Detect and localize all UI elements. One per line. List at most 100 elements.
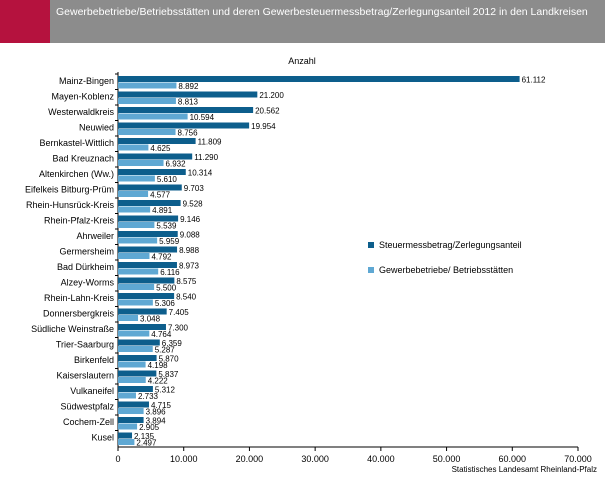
data-label: 7.405	[169, 308, 190, 317]
bar-gewerbebetriebe	[118, 237, 158, 244]
bar-steuermessbetrag	[118, 417, 144, 423]
header-bar: Gewerbebetriebe/Betriebsstätten und dere…	[0, 0, 605, 43]
data-label: 5.959	[159, 237, 180, 246]
data-label: 5.870	[159, 355, 180, 364]
x-tick-label: 50.000	[433, 454, 461, 464]
data-label: 8.988	[179, 246, 200, 255]
data-label: 5.539	[156, 222, 177, 231]
bar-gewerbebetriebe	[118, 191, 149, 197]
data-label: 9.146	[180, 215, 201, 224]
data-label: 11.809	[198, 138, 222, 147]
bar-steuermessbetrag	[118, 277, 175, 284]
category-label: Trier-Saarburg	[56, 340, 114, 350]
data-label: 6.359	[162, 339, 183, 348]
data-label: 2.135	[134, 432, 155, 441]
bar-gewerbebetriebe	[118, 129, 176, 135]
bar-steuermessbetrag	[118, 246, 178, 253]
bar-gewerbebetriebe	[118, 98, 176, 104]
data-label: 8.892	[178, 82, 199, 91]
category-label: Mayen-Koblenz	[51, 92, 114, 102]
bar-steuermessbetrag	[118, 138, 196, 144]
category-label: Eifelkeis Bitburg-Prüm	[25, 185, 114, 195]
bar-gewerbebetriebe	[118, 175, 155, 182]
bar-gewerbebetriebe	[118, 408, 144, 414]
bar-gewerbebetriebe	[118, 330, 150, 337]
data-label: 4.764	[151, 330, 172, 339]
category-label: Kusel	[91, 433, 114, 443]
x-tick-label: 10.000	[170, 454, 198, 464]
category-label: Westerwaldkreis	[48, 107, 114, 117]
data-label: 5.610	[157, 175, 178, 184]
bar-gewerbebetriebe	[118, 253, 150, 259]
data-label: 5.287	[155, 346, 176, 355]
bar-steuermessbetrag	[118, 76, 520, 82]
legend: Steuermessbetrag/Zerlegungsanteil Gewerbe…	[368, 240, 522, 275]
legend-swatch	[368, 267, 374, 273]
bar-gewerbebetriebe	[118, 206, 151, 213]
data-label: 9.703	[184, 184, 205, 193]
bar-steuermessbetrag	[118, 231, 178, 237]
bar-steuermessbetrag	[118, 122, 250, 129]
category-label: Birkenfeld	[74, 355, 114, 365]
bar-gewerbebetriebe	[118, 268, 159, 275]
data-label: 8.756	[178, 129, 199, 138]
data-label: 7.300	[168, 324, 189, 333]
bar-gewerbebetriebe	[118, 361, 146, 368]
data-label: 5.837	[158, 370, 179, 379]
category-label: Bernkastel-Wittlich	[39, 138, 114, 148]
bar-steuermessbetrag	[118, 370, 157, 377]
bar-steuermessbetrag	[118, 355, 157, 361]
data-label: 3.896	[146, 408, 167, 417]
data-label: 6.932	[166, 160, 187, 169]
x-ticks: 0 10.000 20.000 30.000 40.000 50.000 60.000 70.…	[115, 447, 592, 464]
header-accent	[0, 0, 50, 43]
category-label: Alzey-Worms	[61, 278, 115, 288]
bar-steuermessbetrag	[118, 91, 258, 98]
bar-steuermessbetrag	[118, 293, 175, 299]
data-label: 19.954	[251, 122, 276, 131]
legend-label: Gewerbebetriebe/ Betriebsstätten	[379, 265, 513, 275]
category-label: Rhein-Pfalz-Kreis	[44, 216, 115, 226]
category-label: Germersheim	[59, 247, 114, 257]
category-label: Neuwied	[79, 123, 114, 133]
bar-gewerbebetriebe	[118, 222, 155, 228]
bar-gewerbebetriebe	[118, 160, 164, 166]
data-label: 4.792	[151, 253, 172, 262]
data-label: 2.497	[136, 439, 157, 448]
data-label: 8.575	[176, 277, 197, 286]
category-label: Südliche Weinstraße	[31, 324, 114, 334]
x-tick-label: 40.000	[367, 454, 395, 464]
data-label: 4.891	[152, 206, 173, 215]
data-label: 2.905	[139, 423, 160, 432]
bar-steuermessbetrag	[118, 324, 166, 330]
bar-steuermessbetrag	[118, 169, 186, 175]
category-label: Altenkirchen (Ww.)	[39, 169, 114, 179]
category-label: Donnersbergkreis	[43, 309, 115, 319]
category-label: Bad Dürkheim	[57, 262, 114, 272]
category-label: Bad Kreuznach	[52, 154, 114, 164]
data-label: 5.306	[155, 299, 176, 308]
source-note: Statistisches Landesamt Rheinland-Pfalz	[452, 465, 597, 474]
bar-gewerbebetriebe	[118, 377, 146, 383]
x-tick-label: 70.000	[564, 454, 592, 464]
data-label: 4.625	[150, 144, 171, 153]
chart-subtitle: Anzahl	[288, 56, 316, 66]
bar-steuermessbetrag	[118, 339, 160, 346]
bar-steuermessbetrag	[118, 262, 177, 268]
bar-gewerbebetriebe	[118, 423, 138, 430]
category-label: Rhein-Hunsrück-Kreis	[26, 200, 115, 210]
data-label: 61.112	[522, 76, 546, 85]
data-label: 8.813	[178, 98, 199, 107]
bar-gewerbebetriebe	[118, 144, 149, 151]
bars-group: 61.112 8.892 21.200 8.813 20.562 10.594 19.954…	[118, 76, 546, 448]
data-label: 10.594	[190, 113, 215, 122]
data-label: 11.290	[194, 153, 218, 162]
bar-gewerbebetriebe	[118, 392, 136, 399]
data-label: 3.894	[146, 417, 167, 426]
data-label: 21.200	[259, 91, 284, 100]
data-label: 6.116	[160, 268, 180, 277]
bar-steuermessbetrag	[118, 432, 133, 439]
bar-steuermessbetrag	[118, 401, 149, 408]
category-label: Vulkaneifel	[70, 386, 114, 396]
